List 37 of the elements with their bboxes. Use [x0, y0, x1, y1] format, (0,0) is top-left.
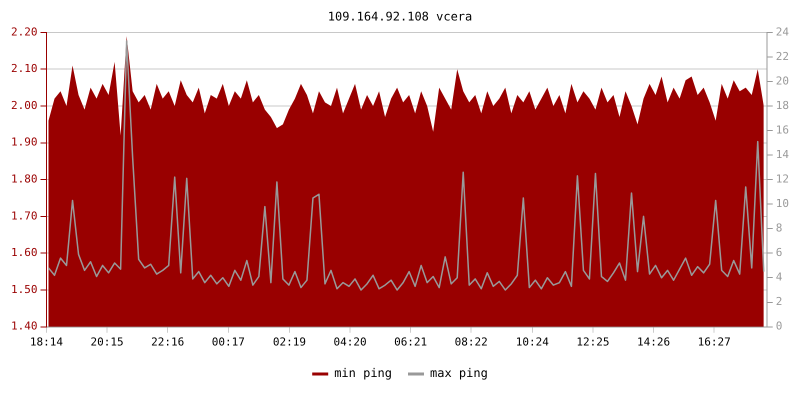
legend-label: max ping: [430, 366, 488, 380]
x-tick-label: 22:16: [151, 335, 184, 348]
y2-tick-label: 24: [776, 25, 790, 38]
y2-tick-label: 18: [776, 98, 790, 112]
y-tick-label: 2.20: [10, 25, 38, 38]
x-tick-label: 10:24: [516, 335, 550, 348]
y2-tick-label: 10: [776, 196, 790, 210]
x-tick-label: 12:25: [576, 335, 610, 348]
x-tick-label: 18:14: [30, 335, 64, 348]
y-tick-label: 1.40: [10, 320, 38, 333]
y2-tick-label: 12: [776, 172, 790, 186]
x-tick-label: 04:20: [333, 335, 367, 348]
x-tick-label: 02:19: [272, 335, 306, 348]
y2-tick-label: 22: [776, 50, 790, 63]
y2-tick-label: 6: [776, 246, 782, 260]
y-tick-label: 1.90: [10, 136, 38, 149]
y2-tick-label: 0: [776, 320, 782, 333]
x-tick-label: 08:22: [454, 335, 488, 348]
y-tick-label: 1.70: [10, 209, 38, 222]
x-tick-label: 16:27: [698, 335, 731, 348]
y2-tick-label: 4: [776, 270, 783, 284]
x-tick-label: 20:15: [90, 335, 124, 348]
y2-tick-label: 20: [776, 74, 790, 88]
y-tick-label: 1.80: [10, 172, 38, 186]
y-tick-label: 1.50: [10, 282, 38, 296]
y-tick-label: 2.00: [10, 98, 38, 112]
y2-tick-label: 2: [776, 295, 782, 308]
y-tick-label: 2.10: [10, 62, 38, 76]
legend-label: min ping: [334, 366, 392, 380]
x-tick-label: 14:26: [636, 335, 670, 348]
y2-tick-label: 14: [776, 148, 790, 161]
chart-title: 109.164.92.108 vcera: [328, 9, 472, 24]
y2-tick-label: 16: [776, 123, 790, 136]
y2-tick-label: 8: [776, 222, 782, 235]
x-tick-label: 06:21: [394, 335, 428, 348]
x-tick-label: 00:17: [212, 335, 245, 348]
y-tick-label: 1.60: [10, 246, 38, 260]
